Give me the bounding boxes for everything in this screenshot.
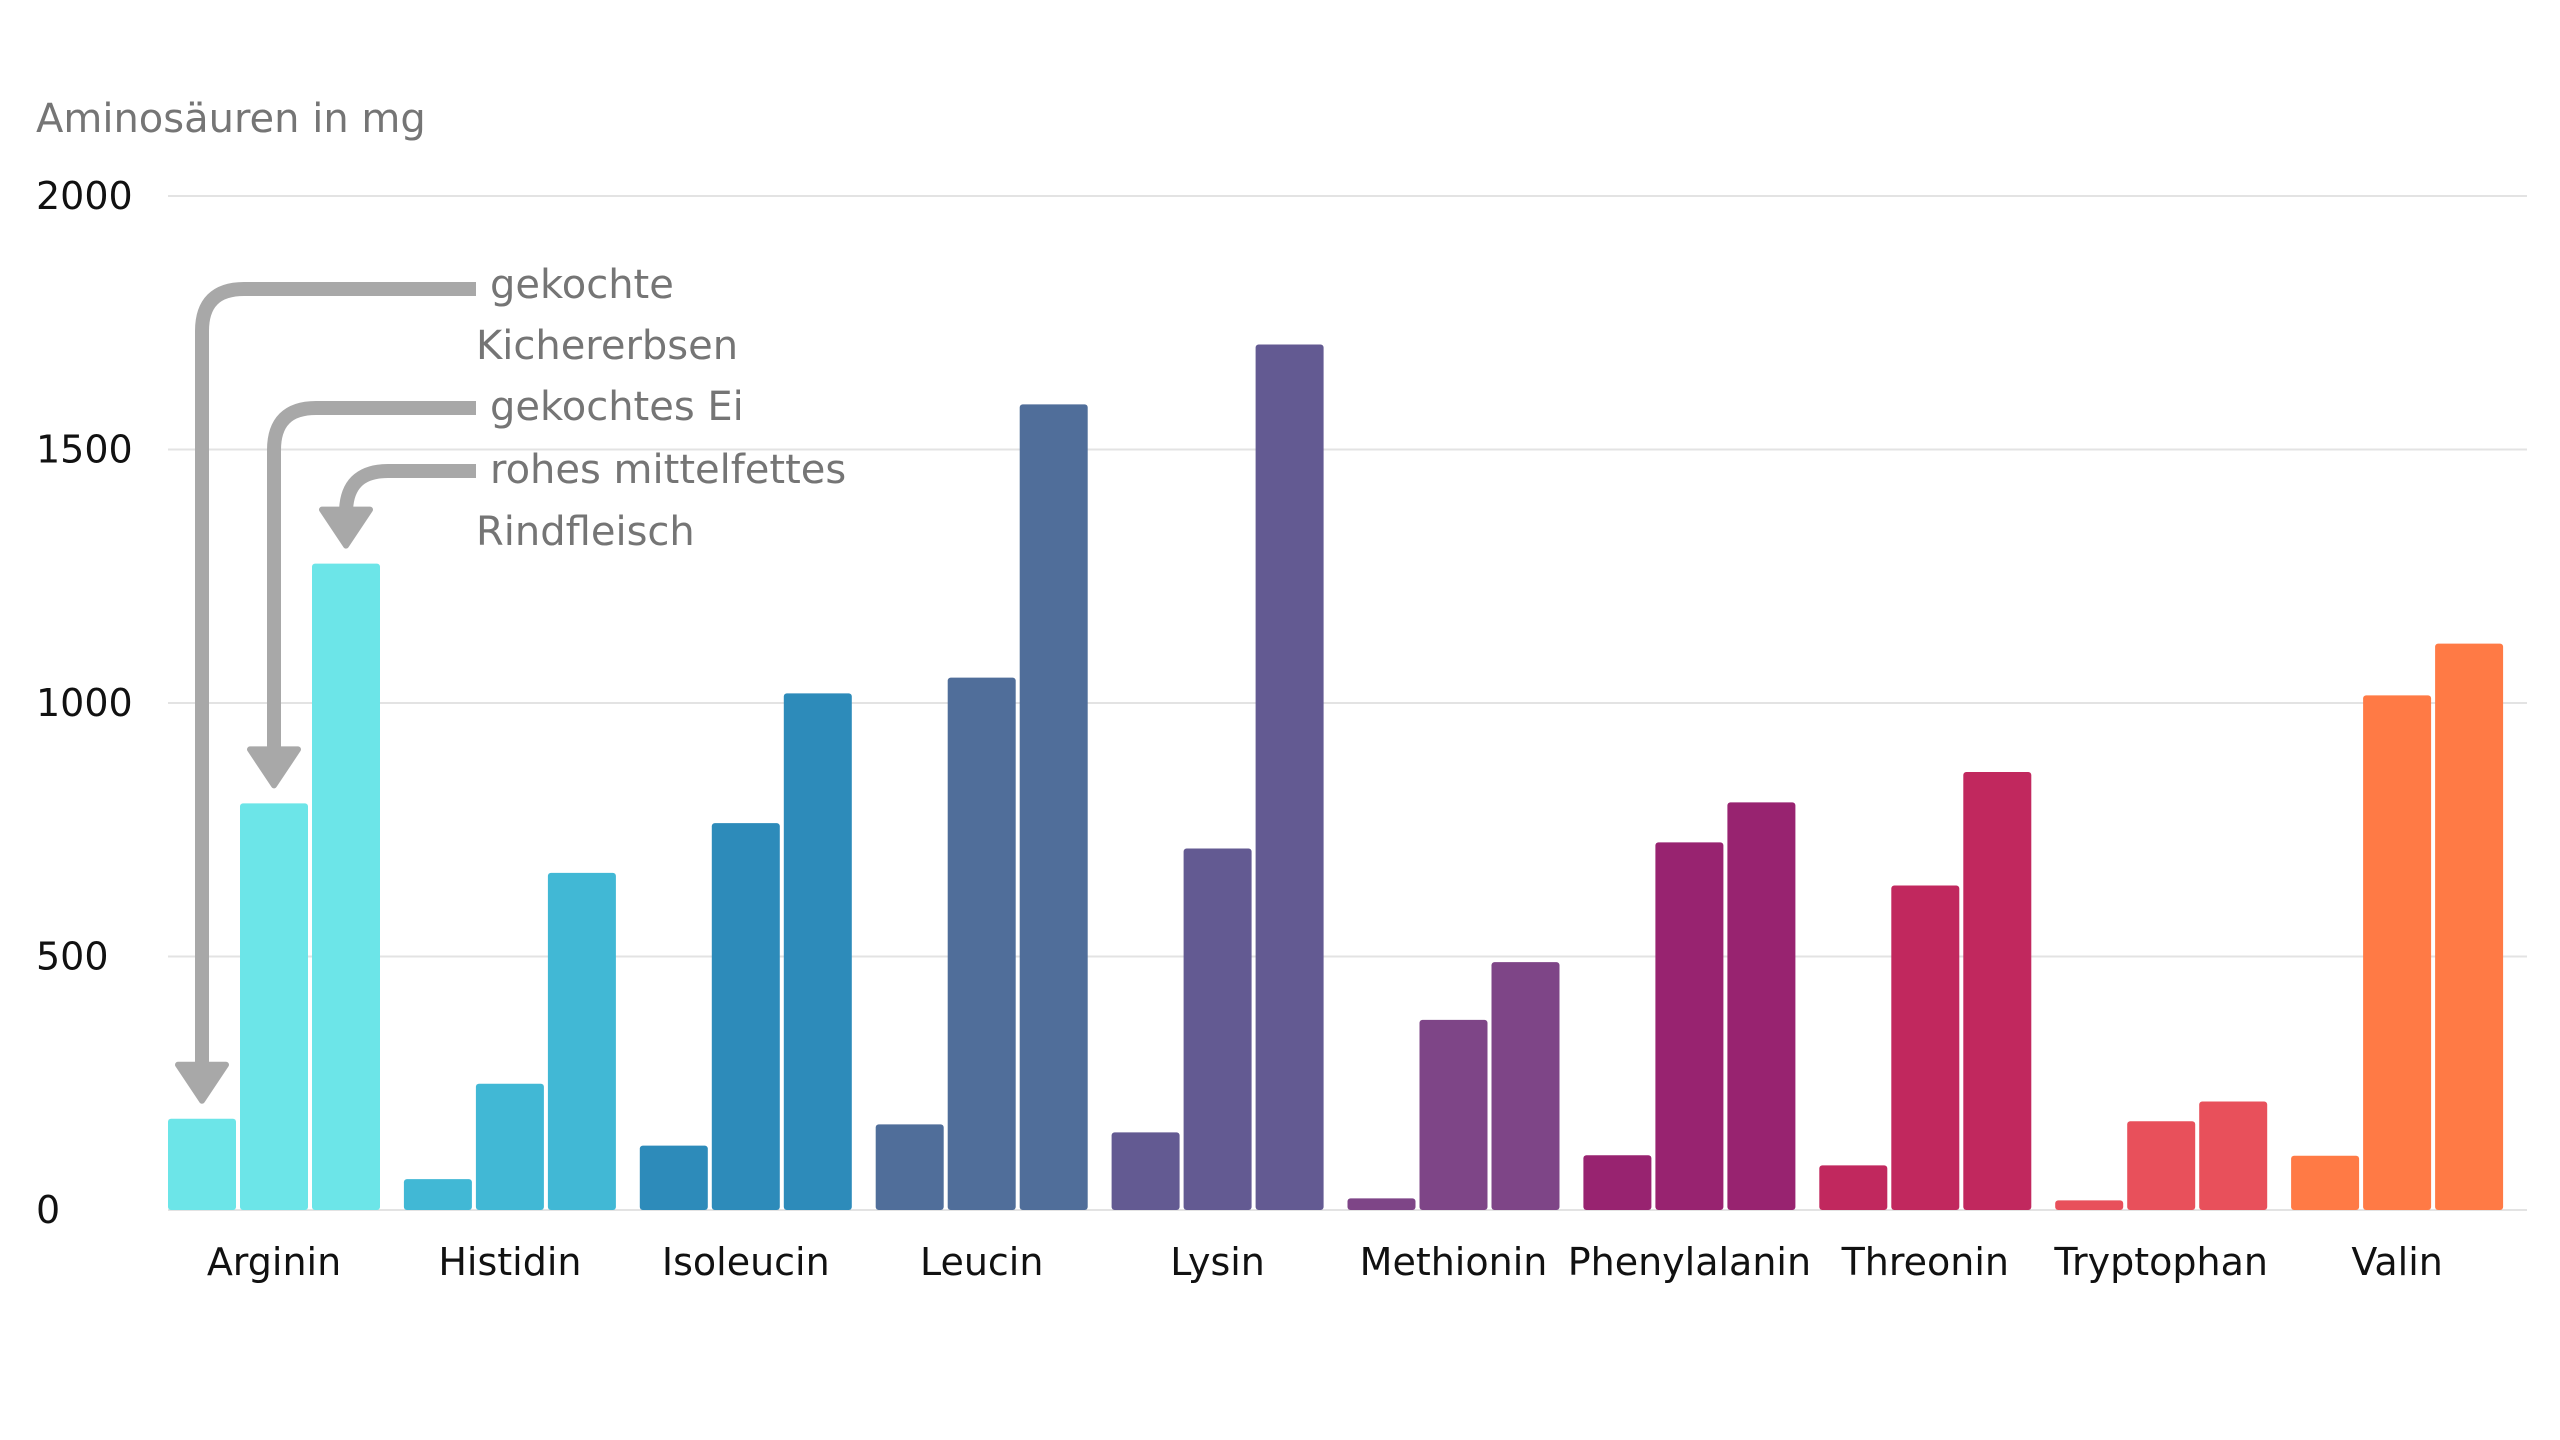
bar-leucin-series-3 <box>1019 404 1088 1210</box>
annotation-label: gekochtes Ei <box>490 384 744 430</box>
bar-isoleucin-series-1 <box>639 1145 708 1210</box>
x-tick-label: Valin <box>2351 1240 2443 1284</box>
bar-histidin-series-1 <box>403 1179 472 1210</box>
bar-threonin-series-3 <box>1963 771 2032 1210</box>
bar-threonin-series-1 <box>1819 1165 1888 1210</box>
bar-valin-series-2 <box>2363 695 2432 1210</box>
bar-valin-series-3 <box>2435 643 2504 1210</box>
bar-phenylalanin-series-3 <box>1727 802 1796 1210</box>
x-tick-label: Leucin <box>920 1240 1044 1284</box>
bar-lysin-series-2 <box>1183 848 1252 1210</box>
bars <box>168 344 2504 1210</box>
bar-phenylalanin-series-2 <box>1655 842 1724 1210</box>
bar-tryptophan-series-2 <box>2127 1121 2196 1210</box>
y-axis-title: Aminosäuren in mg <box>36 96 426 142</box>
bar-leucin-series-2 <box>947 677 1016 1210</box>
bar-arginin-series-1 <box>168 1118 236 1210</box>
annotation-arrow-line <box>267 401 476 756</box>
arrowhead-icon <box>247 746 301 789</box>
y-tick-label: 0 <box>36 1188 60 1232</box>
bar-tryptophan-series-3 <box>2199 1101 2268 1210</box>
bar-methionin-series-1 <box>1347 1198 1416 1210</box>
arrowhead-icon <box>319 506 373 549</box>
x-tick-label: Threonin <box>1841 1240 2009 1284</box>
bar-tryptophan-series-1 <box>2055 1200 2124 1210</box>
annotations: gekochte Kichererbsen gekochtes Ei rohes mi… <box>175 262 846 1104</box>
annotation-arrow-line <box>195 282 476 1071</box>
x-tick-label: Arginin <box>207 1240 341 1284</box>
bar-threonin-series-2 <box>1891 885 1960 1210</box>
x-axis-ticks: Arginin Histidin Isoleucin Leucin Lysin Methi… <box>207 1240 2443 1284</box>
bar-lysin-series-3 <box>1255 344 1324 1210</box>
x-tick-label: Methionin <box>1360 1240 1548 1284</box>
bar-histidin-series-2 <box>475 1083 544 1210</box>
x-tick-label: Lysin <box>1170 1240 1265 1284</box>
bar-isoleucin-series-2 <box>711 823 780 1210</box>
y-tick-label: 2000 <box>36 174 133 218</box>
y-tick-label: 1500 <box>36 428 133 472</box>
annotation-label: Rindfleisch <box>476 509 695 555</box>
x-tick-label: Phenylalanin <box>1568 1240 1811 1284</box>
y-tick-label: 1000 <box>36 681 133 725</box>
x-tick-label: Histidin <box>438 1240 581 1284</box>
bar-isoleucin-series-3 <box>783 693 852 1210</box>
bar-histidin-series-3 <box>547 872 616 1210</box>
annotation-label: gekochte <box>490 262 674 308</box>
x-tick-label: Tryptophan <box>2053 1240 2268 1284</box>
x-tick-label: Isoleucin <box>662 1240 830 1284</box>
bar-valin-series-1 <box>2291 1155 2360 1210</box>
bar-methionin-series-3 <box>1491 962 1560 1210</box>
bar-methionin-series-2 <box>1419 1019 1488 1210</box>
bar-lysin-series-1 <box>1111 1132 1180 1210</box>
annotation-label: rohes mittelfettes <box>490 447 846 493</box>
arrowhead-icon <box>175 1061 229 1104</box>
y-tick-label: 500 <box>36 935 109 979</box>
bar-arginin-series-3 <box>312 563 380 1210</box>
bar-leucin-series-1 <box>875 1124 944 1210</box>
y-axis-ticks: 0 500 1000 1500 2000 <box>36 174 133 1232</box>
annotation-label: Kichererbsen <box>476 323 738 369</box>
bar-arginin-series-2 <box>240 803 308 1210</box>
bar-phenylalanin-series-1 <box>1583 1155 1652 1210</box>
